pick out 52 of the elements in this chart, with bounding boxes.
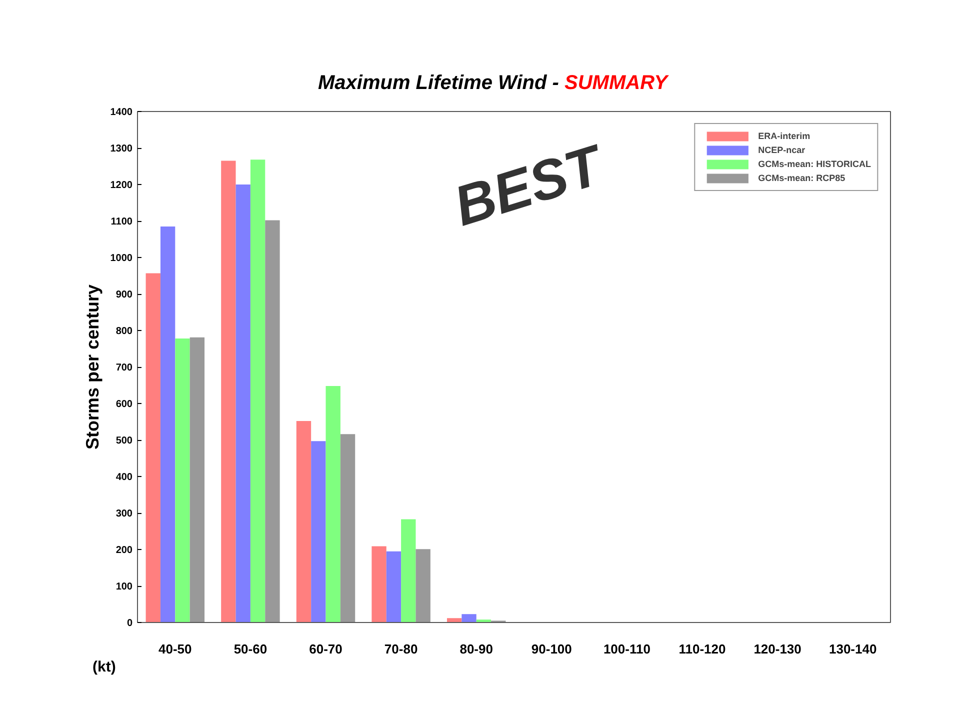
bar [311,441,326,622]
bar [236,184,250,622]
x-tick-label: 70-80 [384,642,418,656]
y-tick-label: 1400 [110,107,133,118]
y-tick-label: 0 [126,618,133,629]
y-tick-label: 400 [116,472,133,483]
bar [446,618,462,622]
legend-label: ERA-interim [758,130,810,142]
bar [221,160,236,622]
x-tick-label: 60-70 [309,642,342,656]
legend-label: NCEP-ncar [758,144,806,156]
bar [372,546,386,622]
bar [175,338,190,622]
bar [340,434,356,622]
x-tick-label: 130-140 [828,642,877,656]
chart-subtitle: SUMMARY [564,72,668,94]
x-tick-label: 50-60 [234,642,268,656]
chart-title: Maximum Lifetime Wind - [318,72,559,94]
bar [160,226,176,622]
bar [190,337,205,622]
y-tick-label: 600 [116,399,133,410]
bar [326,386,340,622]
annotation: BEST [446,132,613,238]
x-tick-label: 80-90 [460,642,493,656]
y-tick-label: 1300 [110,144,133,154]
y-tick-label: 100 [116,582,133,592]
bar [386,551,402,622]
y-tick-label: 800 [116,326,133,337]
y-tick-label: 1200 [110,180,133,191]
bar [416,549,430,622]
bar [265,220,280,622]
bar [146,273,160,622]
y-tick-label: 900 [116,290,133,300]
x-tick-label: 40-50 [158,642,192,656]
y-tick-label: 500 [116,436,133,446]
x-axis-title: (kt) [92,658,116,676]
bar [250,160,266,622]
y-tick-label: 1000 [110,253,133,264]
legend-label: GCMs-mean: HISTORICAL [758,158,871,170]
bar [401,519,416,622]
y-tick-label: 300 [116,508,133,520]
y-tick-label: 1100 [110,216,133,228]
x-tick-label: 100-110 [603,642,650,656]
y-tick-label: 200 [116,545,133,556]
x-tick-label: 120-130 [754,642,802,656]
bar [296,421,312,622]
bar [462,614,476,622]
y-tick-label: 700 [116,362,133,374]
x-tick-label: 90-100 [531,642,572,656]
x-tick-label: 110-120 [678,642,726,656]
legend-label: GCMs-mean: RCP85 [758,172,846,184]
y-axis-title: Storms per century [82,284,102,450]
